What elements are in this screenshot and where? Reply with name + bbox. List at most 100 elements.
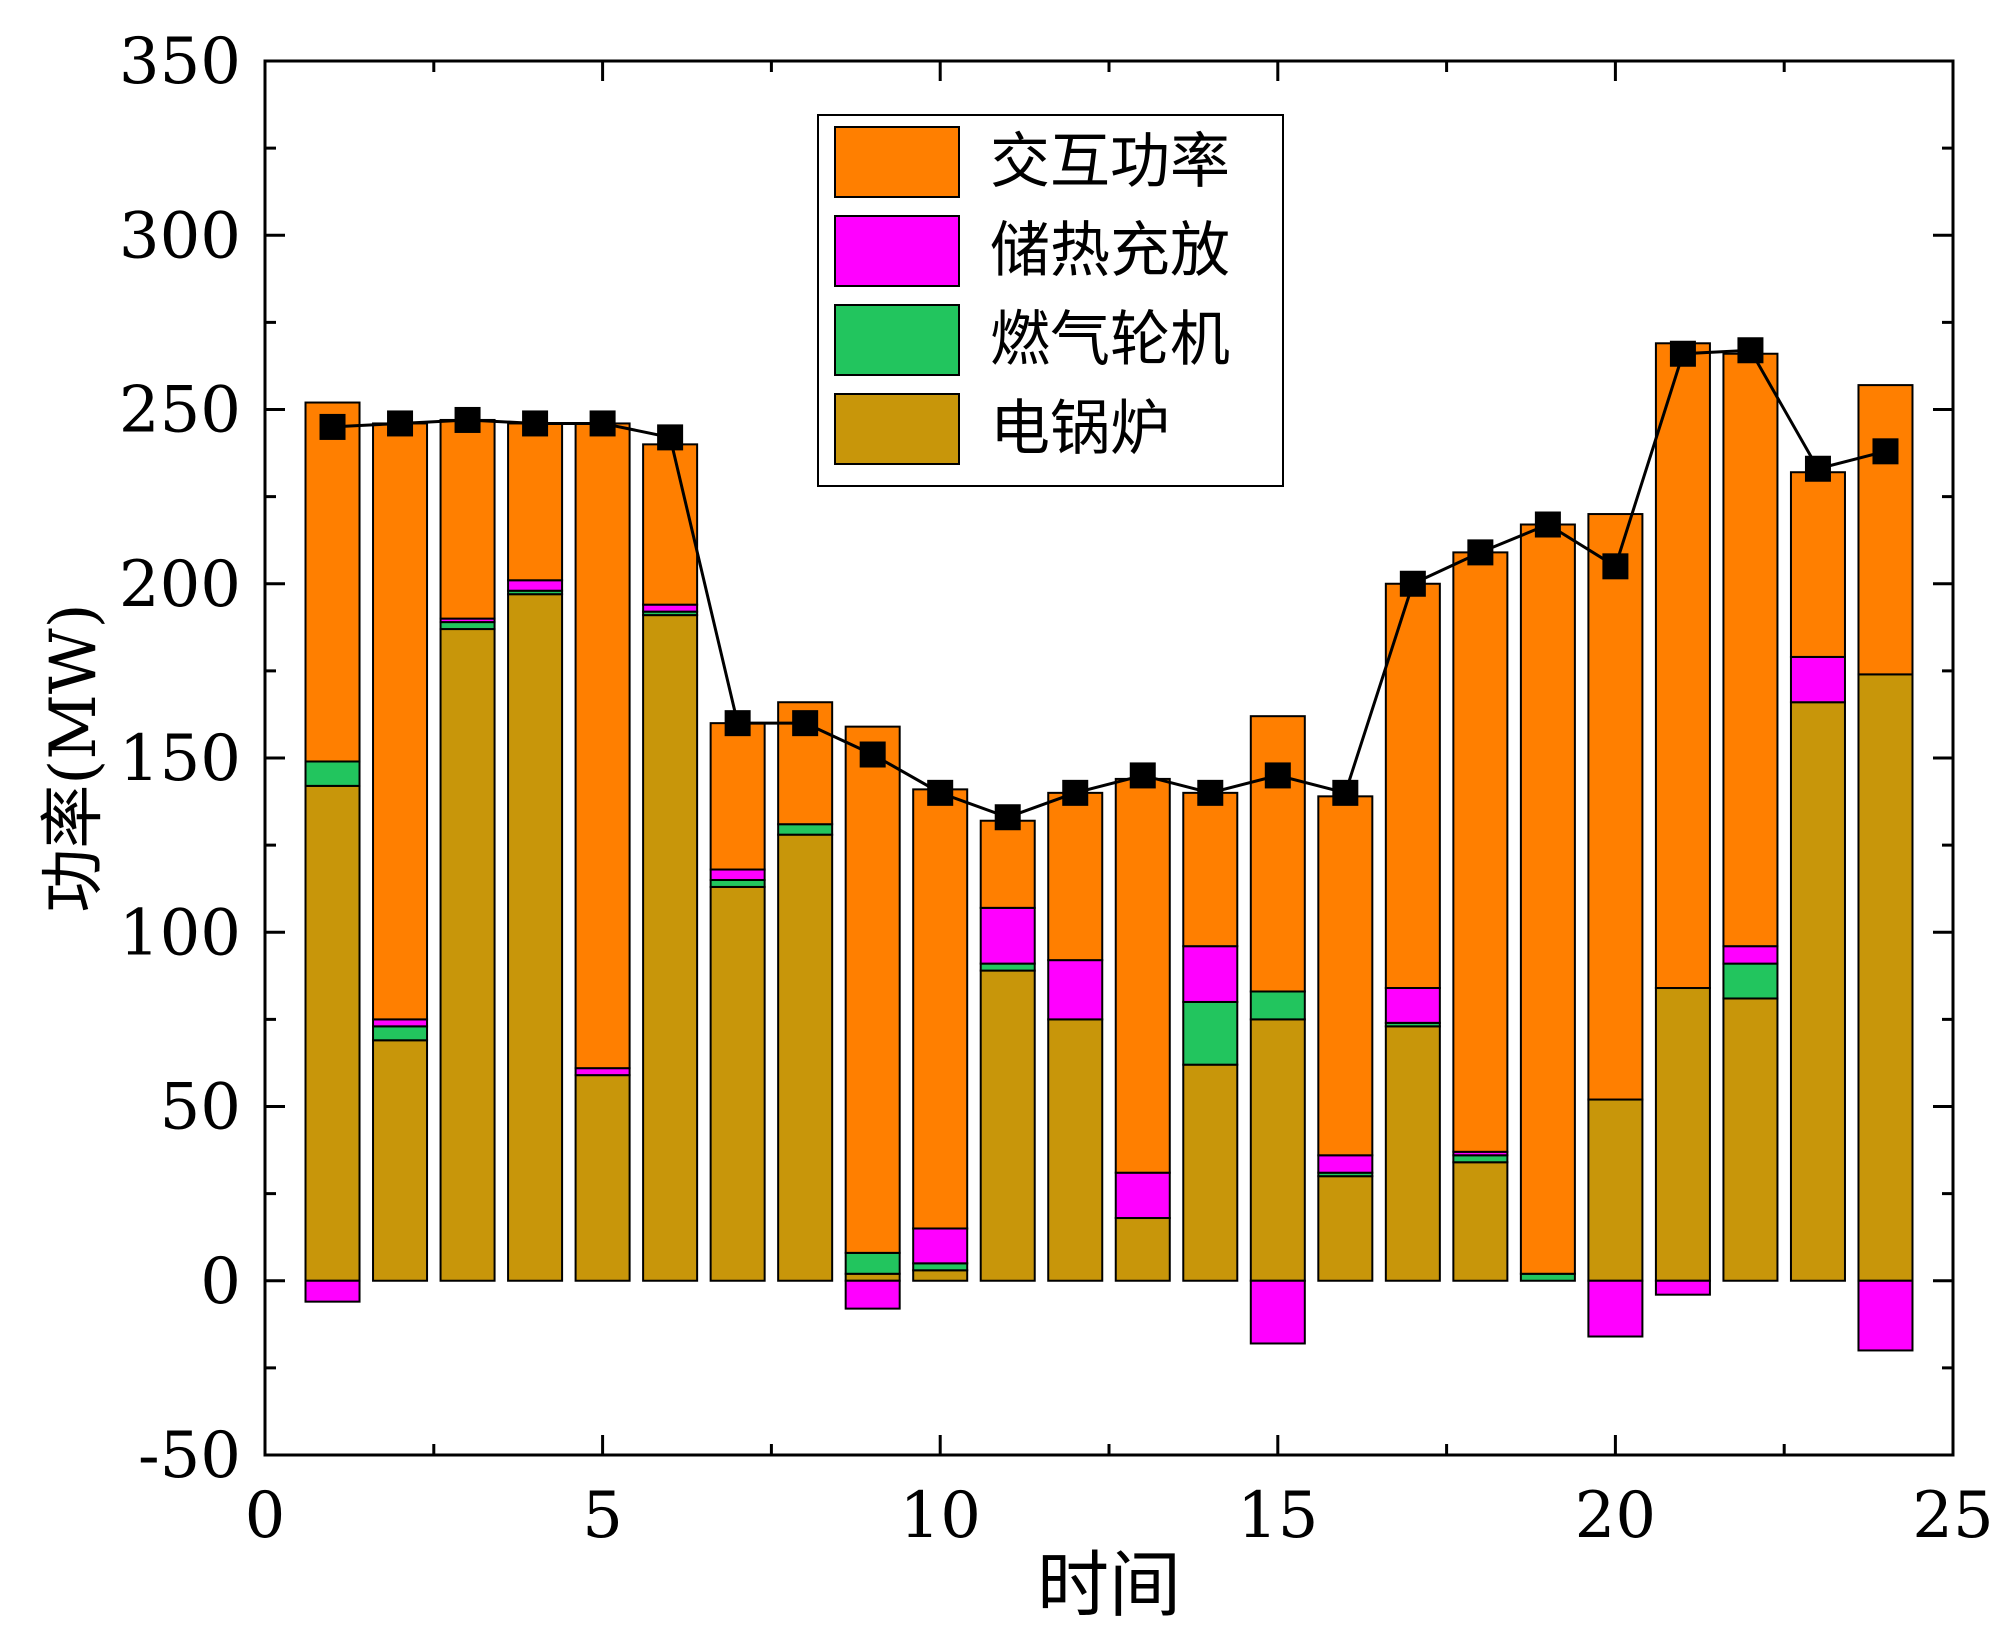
- bar-4-19: [1519, 523, 1576, 1275]
- bar-4-12: [1047, 791, 1104, 962]
- load-point-12: [1062, 779, 1089, 806]
- bar-4-13: [1114, 777, 1171, 1174]
- y-tick-label: 350: [119, 25, 241, 99]
- bar-3-6: [642, 603, 699, 613]
- bar-4-2: [372, 422, 429, 1021]
- bar-2-11: [979, 962, 1036, 972]
- bar-3-10: [912, 1227, 969, 1265]
- bar-4-11: [979, 819, 1036, 909]
- legend-label: 交互功率: [990, 127, 1230, 197]
- bar-2-1: [304, 760, 361, 787]
- bar-2-18: [1452, 1154, 1509, 1164]
- bar-3-1: [304, 1279, 361, 1303]
- bar-2-15: [1249, 990, 1306, 1021]
- load-point-7: [724, 710, 751, 737]
- bar-4-6: [642, 443, 699, 606]
- load-point-2: [387, 410, 414, 437]
- bar-4-16: [1317, 795, 1374, 1157]
- load-point-4: [522, 410, 549, 437]
- y-tick-label: 300: [119, 199, 241, 273]
- bar-3-11: [979, 906, 1036, 965]
- bar-3-7: [709, 868, 766, 881]
- y-axis-title: 功率(MW): [37, 603, 111, 912]
- bar-1-20: [1587, 1098, 1644, 1282]
- bar-1-8: [777, 833, 834, 1282]
- y-tick-label: 150: [119, 722, 241, 796]
- load-point-17: [1399, 570, 1426, 597]
- bar-4-1: [304, 401, 361, 763]
- bar-3-9: [844, 1279, 901, 1310]
- legend-swatch: [834, 393, 960, 465]
- load-point-16: [1332, 779, 1359, 806]
- bar-2-7: [709, 878, 766, 888]
- bar-2-10: [912, 1262, 969, 1272]
- bar-1-23: [1789, 701, 1846, 1282]
- bar-1-3: [439, 628, 496, 1282]
- load-point-14: [1197, 779, 1224, 806]
- y-tick-label: 100: [119, 896, 241, 970]
- bar-4-22: [1722, 352, 1779, 948]
- bar-1-12: [1047, 1018, 1104, 1282]
- y-tick-label: 0: [200, 1245, 241, 1319]
- bar-1-22: [1722, 997, 1779, 1282]
- bar-3-14: [1182, 945, 1239, 1003]
- bar-1-18: [1452, 1161, 1509, 1282]
- load-point-15: [1264, 762, 1291, 789]
- load-point-24: [1872, 438, 1899, 465]
- bar-4-21: [1654, 342, 1711, 990]
- bar-2-2: [372, 1025, 429, 1042]
- bar-2-22: [1722, 962, 1779, 1000]
- bar-2-19: [1519, 1272, 1576, 1282]
- bar-4-18: [1452, 551, 1509, 1153]
- load-point-13: [1129, 762, 1156, 789]
- bar-3-22: [1722, 945, 1779, 965]
- x-tick-label: 10: [899, 1479, 980, 1553]
- load-point-5: [589, 410, 616, 437]
- bar-2-9: [844, 1251, 901, 1275]
- bar-4-4: [507, 422, 564, 582]
- bar-3-5: [574, 1067, 631, 1077]
- bar-4-15: [1249, 715, 1306, 993]
- bar-4-3: [439, 418, 496, 620]
- bar-4-14: [1182, 791, 1239, 948]
- bar-3-23: [1789, 655, 1846, 704]
- legend-label: 燃气轮机: [990, 305, 1230, 375]
- bar-1-14: [1182, 1063, 1239, 1282]
- legend-swatch: [834, 126, 960, 198]
- load-point-19: [1534, 511, 1561, 538]
- bar-1-7: [709, 885, 766, 1282]
- bar-1-9: [844, 1272, 901, 1282]
- bar-1-5: [574, 1074, 631, 1282]
- bar-3-15: [1249, 1279, 1306, 1345]
- load-point-8: [792, 710, 819, 737]
- load-point-3: [454, 406, 481, 433]
- load-line-layer: [319, 337, 1899, 831]
- y-tick-label: 50: [160, 1071, 241, 1145]
- x-tick-label: 25: [1912, 1479, 1993, 1553]
- bar-4-24: [1857, 384, 1914, 676]
- bar-3-21: [1654, 1279, 1711, 1296]
- legend-label: 储热充放: [990, 216, 1230, 286]
- load-point-1: [319, 413, 346, 440]
- bar-3-17: [1384, 987, 1441, 1024]
- y-tick-label: 200: [119, 548, 241, 622]
- load-point-10: [927, 779, 954, 806]
- bar-1-1: [304, 784, 361, 1282]
- load-point-20: [1602, 553, 1629, 580]
- bar-3-16: [1317, 1154, 1374, 1174]
- bar-1-6: [642, 614, 699, 1282]
- legend-label: 电锅炉: [990, 394, 1170, 464]
- load-point-6: [657, 424, 684, 451]
- bars-layer: [304, 342, 1914, 1352]
- bar-3-12: [1047, 959, 1104, 1021]
- bar-1-2: [372, 1039, 429, 1282]
- load-point-23: [1804, 455, 1831, 482]
- legend-swatch: [834, 304, 960, 376]
- legend-swatch: [834, 215, 960, 287]
- bar-4-7: [709, 722, 766, 871]
- bar-4-23: [1789, 471, 1846, 658]
- bar-3-2: [372, 1018, 429, 1028]
